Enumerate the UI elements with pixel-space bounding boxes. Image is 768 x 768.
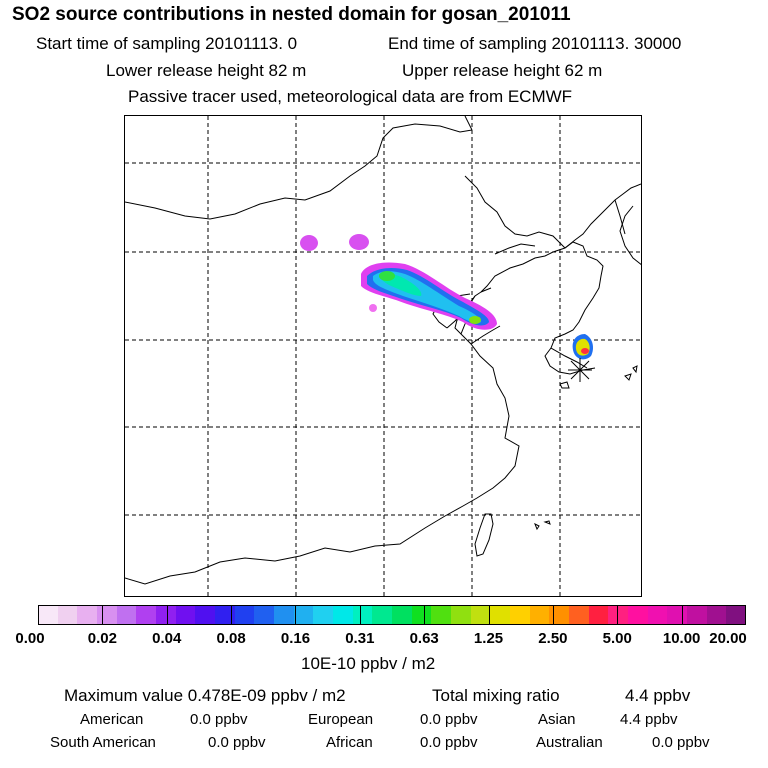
colorbar-divider — [681, 605, 683, 625]
region-name-south-american: South American — [50, 734, 156, 751]
colorbar-segment — [706, 605, 727, 625]
islands — [474, 365, 638, 557]
colorbar-tick-label: 0.16 — [280, 630, 311, 647]
colorbar-divider — [424, 605, 426, 625]
so2-plume — [300, 234, 593, 360]
region-name-asian: Asian — [538, 711, 576, 728]
region-value-australian: 0.0 ppbv — [652, 734, 710, 751]
colorbar-segment — [451, 605, 472, 625]
colorbar-segment — [510, 605, 531, 625]
colorbar-tick-label: 0.63 — [409, 630, 439, 647]
colorbar-tick-label: 0.08 — [216, 630, 246, 647]
colorbar-segment — [57, 605, 78, 625]
colorbar-tick-label: 0.00 — [15, 630, 45, 647]
map-canvas — [125, 116, 641, 596]
colorbar-segment — [313, 605, 334, 625]
colorbar-divider — [166, 605, 168, 625]
colorbar-segment — [352, 605, 373, 625]
colorbar-segment — [608, 605, 629, 625]
colorbar-segment — [549, 605, 570, 625]
colorbar-segment — [333, 605, 354, 625]
colorbar-segment — [588, 605, 609, 625]
colorbar-segment — [38, 605, 59, 625]
colorbar-tick-label: 20.00 — [709, 630, 747, 647]
end-time-label: End time of sampling 20101113. 30000 — [388, 34, 682, 53]
colorbar-segment — [392, 605, 413, 625]
region-value-american: 0.0 ppbv — [190, 711, 248, 728]
colorbar-divider — [552, 605, 554, 625]
colorbar-segment — [175, 605, 196, 625]
region-name-african: African — [326, 734, 373, 751]
colorbar-segment — [215, 605, 236, 625]
colorbar-divider — [102, 605, 104, 625]
colorbar-unit: 10E-10 ppbv / m2 — [301, 654, 436, 673]
start-time-label: Start time of sampling 20101113. 0 — [36, 34, 298, 53]
colorbar-segment — [234, 605, 255, 625]
receptor-star-icon — [568, 358, 592, 382]
colorbar-tick-label: 0.04 — [152, 630, 182, 647]
colorbar-divider — [617, 605, 619, 625]
colorbar-divider — [359, 605, 361, 625]
max-value-label: Maximum value 0.478E-09 ppbv / m2 — [64, 686, 346, 705]
lat-lon-grid — [125, 116, 641, 596]
colorbar-segment — [254, 605, 275, 625]
colorbar-frame — [38, 605, 746, 625]
colorbar-segment — [726, 605, 747, 625]
colorbar-segment — [116, 605, 137, 625]
colorbar-tick-label: 2.50 — [538, 630, 568, 647]
colorbar-segment — [136, 605, 157, 625]
colorbar-segment — [156, 605, 177, 625]
colorbar-segment — [470, 605, 491, 625]
total-mixing-label: Total mixing ratio — [432, 686, 560, 705]
colorbar-segment — [195, 605, 216, 625]
colorbar-tick-label: 5.00 — [602, 630, 632, 647]
region-value-south-american: 0.0 ppbv — [208, 734, 266, 751]
colorbar-segment — [490, 605, 511, 625]
colorbar-segment — [687, 605, 708, 625]
colorbar-segment — [274, 605, 295, 625]
region-name-european: European — [308, 711, 374, 728]
region-value-african: 0.0 ppbv — [420, 734, 478, 751]
colorbar-segment — [628, 605, 649, 625]
colorbar-tick-label: 0.02 — [87, 630, 117, 647]
colorbar-divider — [231, 605, 233, 625]
colorbar-tick-label: 0.31 — [345, 630, 375, 647]
colorbar-segment — [293, 605, 314, 625]
colorbar-segment — [97, 605, 118, 625]
colorbar — [38, 605, 747, 627]
map-title: SO2 source contributions in nested domai… — [12, 4, 571, 25]
colorbar-divider — [295, 605, 297, 625]
colorbar-segment — [411, 605, 432, 625]
colorbar-tick-label: 1.25 — [473, 630, 504, 647]
colorbar-segment — [372, 605, 393, 625]
colorbar-divider — [488, 605, 490, 625]
lower-release-label: Lower release height 82 m — [106, 61, 307, 80]
colorbar-segment — [77, 605, 98, 625]
map-panel — [124, 115, 642, 597]
colorbar-segment — [529, 605, 550, 625]
region-name-american: American — [80, 711, 144, 728]
region-name-australian: Australian — [536, 734, 603, 751]
colorbar-tick-label: 10.00 — [662, 630, 701, 647]
total-mixing-value: 4.4 ppbv — [625, 686, 691, 705]
region-value-asian: 4.4 ppbv — [620, 711, 678, 728]
region-value-european: 0.0 ppbv — [420, 711, 478, 728]
colorbar-segment — [431, 605, 452, 625]
upper-release-label: Upper release height 62 m — [402, 61, 603, 80]
colorbar-segment — [569, 605, 590, 625]
coastlines — [125, 116, 641, 585]
tracer-note: Passive tracer used, meteorological data… — [128, 87, 573, 106]
colorbar-segment — [647, 605, 668, 625]
